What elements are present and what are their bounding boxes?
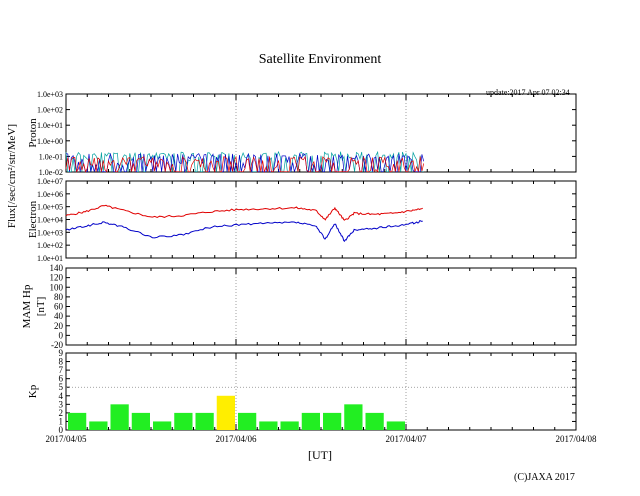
- y-tick-label: 1.0e+01: [37, 254, 63, 263]
- y-tick-label: 1.0e+06: [37, 190, 63, 199]
- y-axis-label: Kp: [27, 384, 39, 398]
- x-tick-label: 2017/04/05: [45, 434, 87, 444]
- panel-frame: [65, 267, 577, 346]
- update-timestamp: update:2017 Apr 07 02:34: [486, 88, 570, 97]
- y-tick-label: 8: [59, 357, 64, 367]
- y-tick-label: 1.0e+03: [37, 228, 63, 237]
- y-tick-label: 1.0e-01: [39, 152, 63, 161]
- series-line-red: [65, 155, 425, 174]
- panel-electron: 1.0e+01 1.0e+02 1.0e+03 1.0e+04 1.0e+05 1.0e+…: [27, 177, 577, 263]
- y-tick-label: 1.0e+02: [37, 106, 63, 115]
- y-tick-label: 9: [59, 348, 64, 358]
- y-tick-label: 2: [59, 408, 64, 418]
- y-tick-label: 60: [54, 302, 64, 312]
- kp-bar: [131, 412, 150, 430]
- y-tick-label: 40: [54, 311, 64, 321]
- y-tick-label: 4: [59, 391, 64, 401]
- y-axis-label: Electron: [27, 200, 39, 238]
- y-axis-label: Proton: [27, 118, 39, 148]
- x-tick-label: 2017/04/06: [215, 434, 257, 444]
- y-tick-label: 1.0e+03: [37, 90, 63, 99]
- kp-bar: [216, 395, 235, 430]
- kp-bar: [323, 412, 342, 430]
- x-tick-label: 2017/04/08: [555, 434, 597, 444]
- kp-bar: [344, 404, 363, 430]
- y-tick-label: 80: [54, 292, 64, 302]
- y-tick-label: 1.0e-02: [39, 168, 63, 177]
- y-axis-unit: [nT]: [35, 297, 47, 317]
- y-tick-label: -20: [51, 340, 63, 350]
- kp-bar: [301, 412, 320, 430]
- chart-title: Satellite Environment: [258, 52, 382, 67]
- y-tick-label: 1.0e+04: [37, 216, 63, 225]
- kp-bar: [68, 412, 87, 430]
- y-tick-label: 20: [54, 321, 64, 331]
- series-line-cyan: [65, 150, 424, 173]
- y-tick-label: 6: [59, 374, 64, 384]
- y-axis-label: MAM Hp: [21, 284, 33, 328]
- kp-bar: [259, 421, 278, 430]
- kp-bar: [110, 404, 129, 430]
- y-tick-label: 0: [59, 425, 64, 435]
- kp-bar: [238, 412, 257, 430]
- kp-bar: [174, 412, 193, 430]
- kp-bar: [280, 421, 299, 430]
- panel-proton: 1.0e-02 1.0e-01 1.0e+00 1.0e+01 1.0e+02 1.0e+…: [27, 90, 577, 177]
- kp-bar: [386, 421, 405, 430]
- y-tick-label: 0: [59, 330, 64, 340]
- x-tick-label: 2017/04/07: [385, 434, 427, 444]
- y-tick-label: 5: [59, 382, 64, 392]
- series-line-red: [65, 204, 423, 221]
- y-tick-label: 140: [50, 263, 64, 273]
- kp-bar: [153, 421, 172, 430]
- panel-frame: [65, 93, 577, 173]
- y-tick-label: 120: [50, 273, 64, 283]
- y-tick-label: 1.0e+05: [37, 203, 63, 212]
- kp-bar: [195, 412, 214, 430]
- kp-bar: [89, 421, 108, 430]
- copyright-text: (C)JAXA 2017: [514, 472, 575, 483]
- y-tick-label: 1.0e+00: [37, 137, 63, 146]
- kp-bar: [365, 412, 384, 430]
- y-tick-label: 100: [50, 282, 64, 292]
- y-tick-label: 1.0e+01: [37, 121, 63, 130]
- series-line-blue: [65, 220, 423, 242]
- y-tick-label: 7: [59, 365, 64, 375]
- x-axis-label: [UT]: [308, 448, 332, 462]
- y-tick-label: 1.0e+07: [37, 177, 63, 186]
- panel-frame: [65, 180, 577, 259]
- y-tick-label: 1.0e+02: [37, 241, 63, 250]
- y-tick-label: 1: [59, 416, 64, 426]
- shared-y-label: Flux[/sec/cm²/str/MeV]: [6, 124, 18, 228]
- y-tick-label: 3: [59, 399, 64, 409]
